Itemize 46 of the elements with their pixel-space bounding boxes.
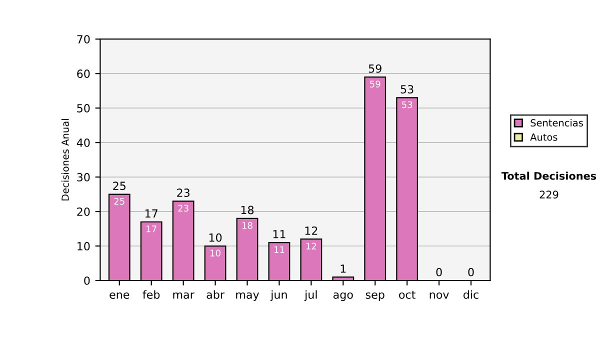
- data-label: 11: [274, 246, 284, 253]
- total-label: 25: [113, 182, 126, 190]
- y-tick-label: 70: [77, 35, 90, 44]
- legend-label: Autos: [530, 134, 558, 141]
- data-label: 12: [306, 242, 316, 250]
- data-label: 25: [114, 198, 124, 205]
- total-label: 53: [400, 85, 414, 94]
- total-label: 59: [368, 64, 382, 73]
- legend-label: Sentencias: [530, 118, 583, 127]
- data-label: 10: [210, 250, 220, 256]
- total-label: 0: [468, 268, 474, 276]
- x-tick-label: ago: [333, 292, 353, 301]
- total-label: 23: [177, 188, 190, 197]
- x-tick-label: ene: [110, 292, 130, 299]
- total-label: 0: [436, 268, 442, 276]
- x-tick-label: jul: [304, 290, 317, 301]
- y-tick-label: 60: [77, 70, 90, 78]
- data-label: 53: [402, 101, 412, 108]
- y-tick-label: 50: [77, 104, 90, 112]
- data-label: 59: [370, 80, 380, 88]
- y-tick-label: 40: [76, 138, 90, 147]
- y-tick-label: 10: [78, 242, 90, 250]
- total-label: 17: [146, 209, 158, 218]
- x-tick-label: feb: [142, 290, 160, 299]
- data-label: 18: [242, 222, 252, 229]
- x-tick-label: jun: [270, 290, 287, 301]
- y-tick-label: 20: [77, 208, 90, 216]
- total-label: 18: [241, 206, 254, 214]
- total-label: 10: [209, 233, 222, 242]
- y-tick-label: 0: [84, 276, 90, 285]
- x-tick-label: oct: [399, 290, 416, 299]
- y-axis-title: Decisiones Anual: [61, 119, 69, 200]
- x-tick-label: mar: [173, 292, 194, 299]
- x-tick-label: nov: [430, 292, 449, 299]
- data-label: 17: [146, 226, 156, 232]
- x-tick-label: may: [236, 292, 260, 301]
- total-label: 11: [273, 230, 286, 238]
- text: Total Decisiones: [501, 172, 596, 180]
- total-label: 1: [340, 264, 346, 273]
- data-label: 23: [178, 204, 188, 212]
- total-label: 12: [305, 226, 318, 235]
- x-tick-label: dic: [464, 290, 478, 299]
- text: 229: [540, 190, 558, 199]
- x-tick-label: sep: [366, 292, 384, 301]
- x-tick-label: abr: [206, 290, 224, 299]
- y-tick-label: 30: [77, 173, 90, 182]
